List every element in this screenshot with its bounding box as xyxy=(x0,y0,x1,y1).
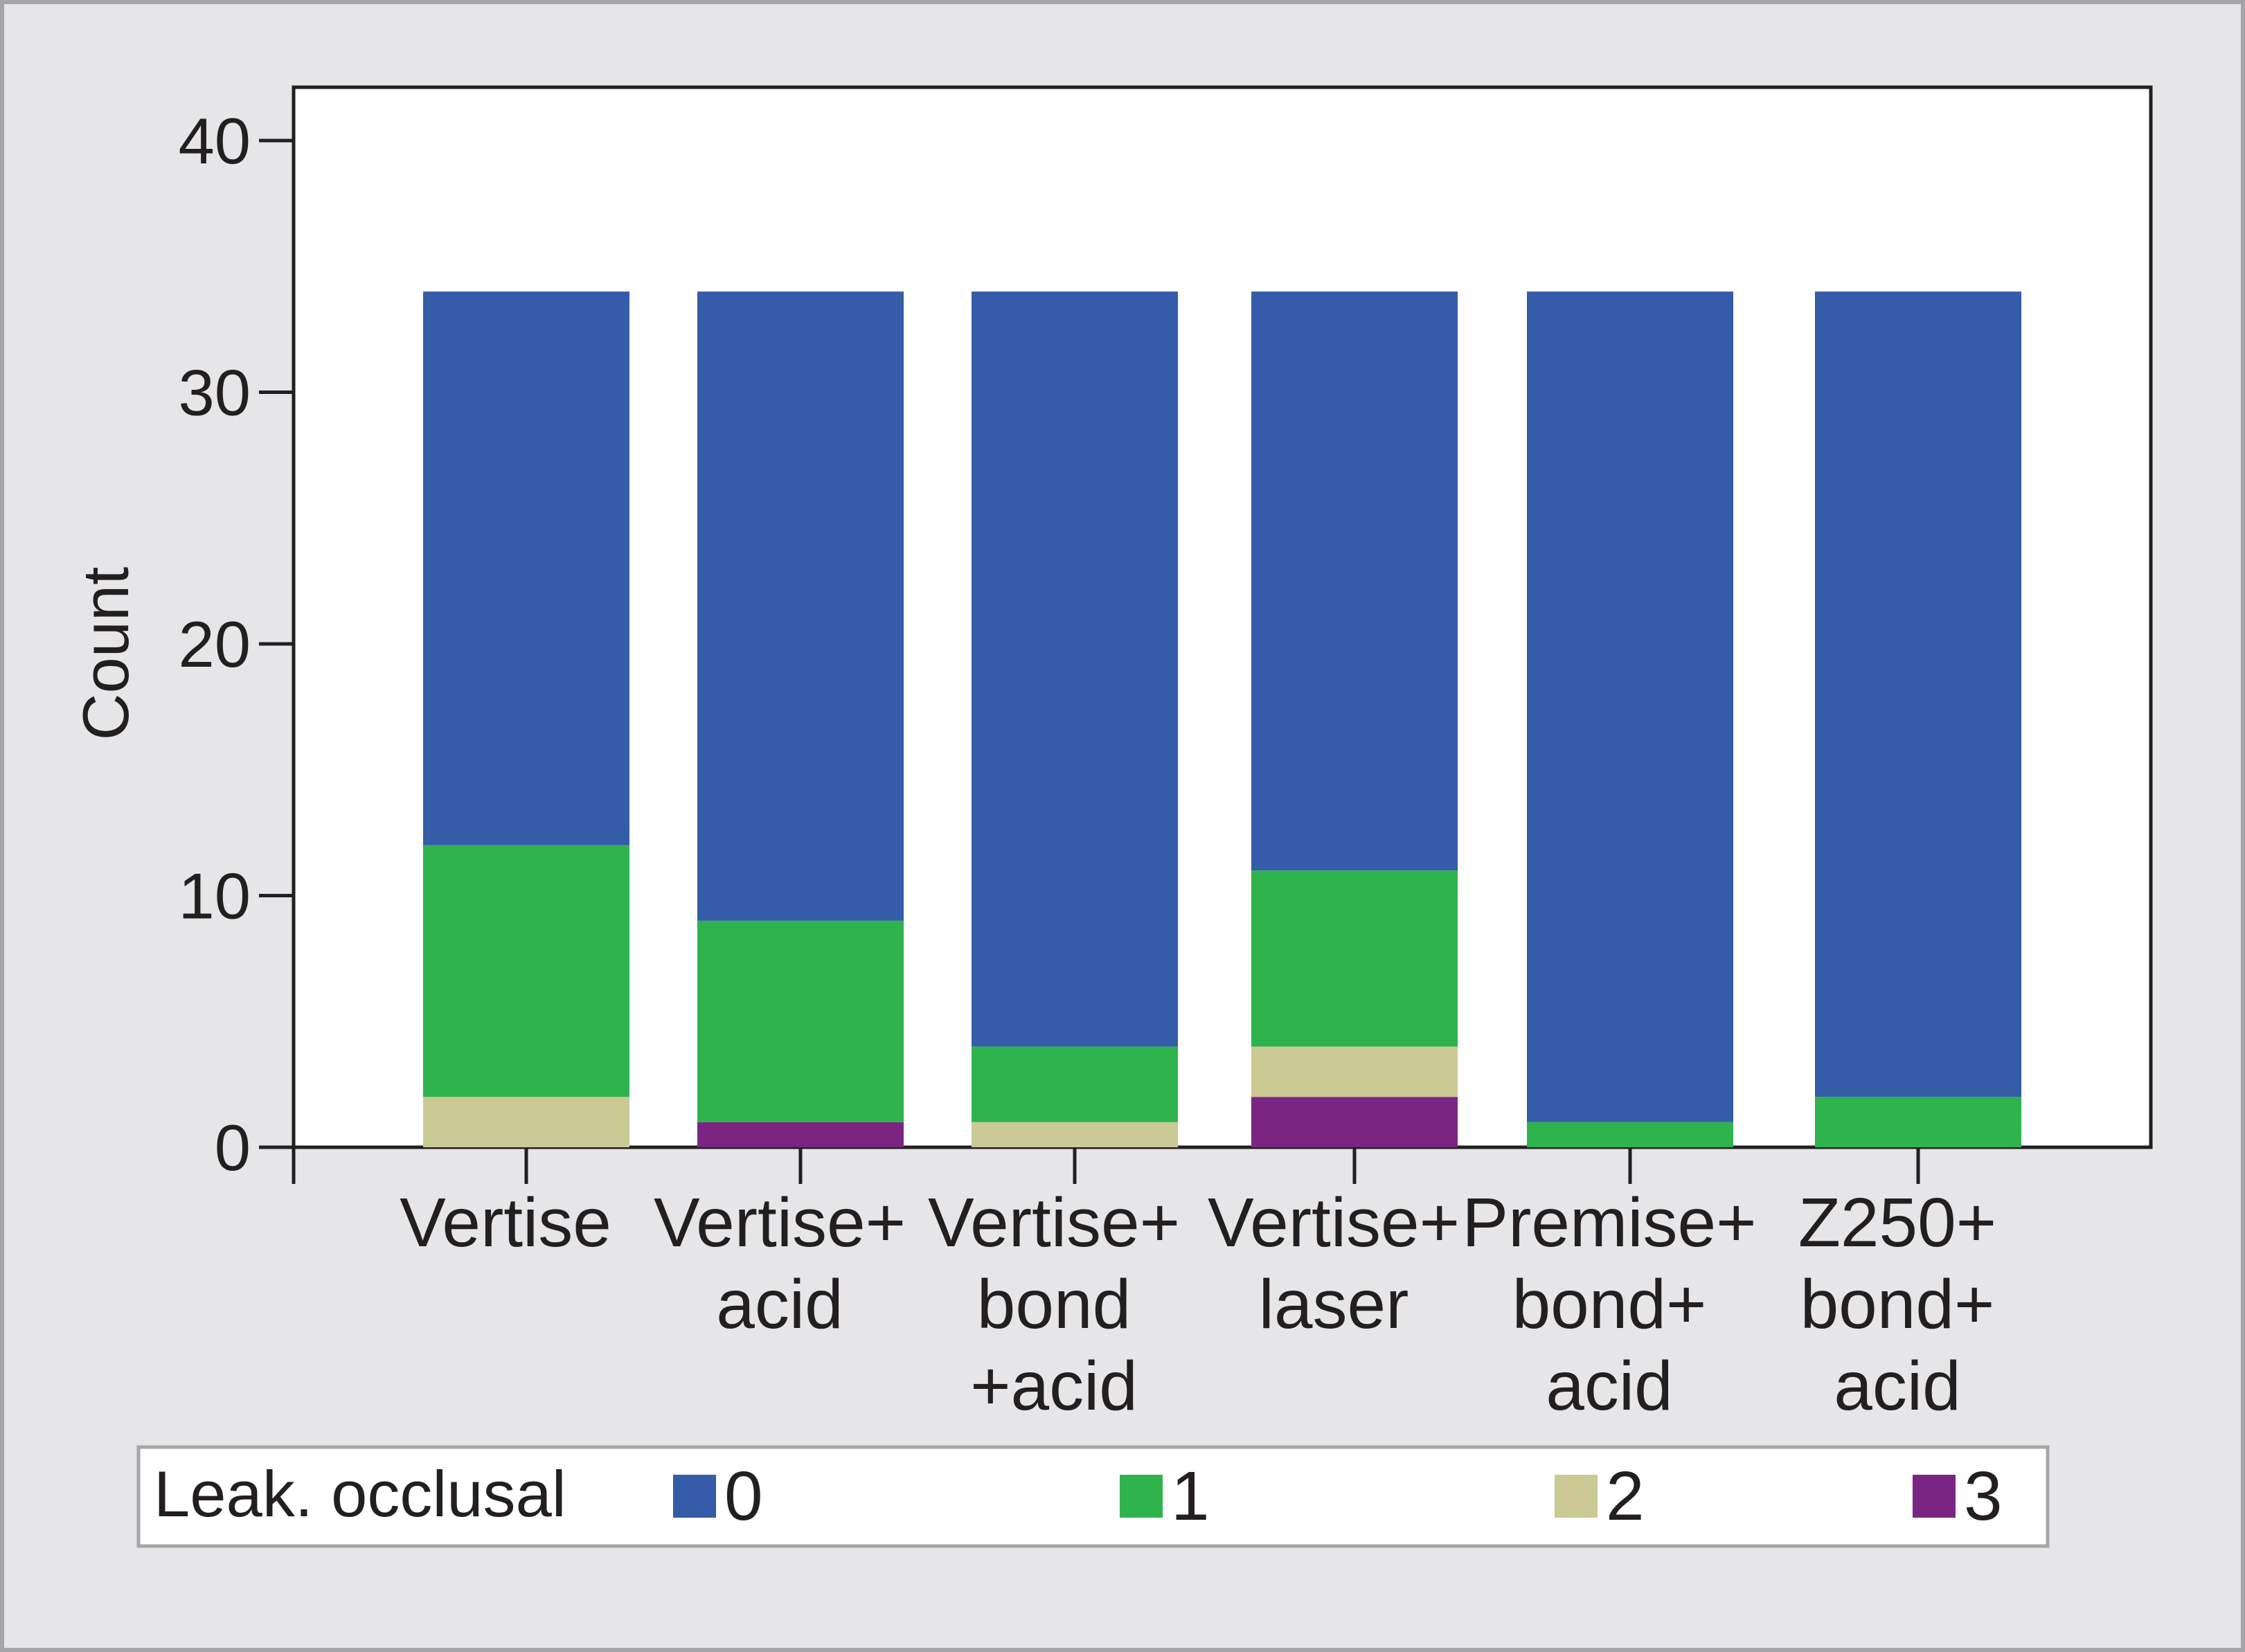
bar-segment-5-level-1 xyxy=(1527,1122,1733,1147)
bar-segment-3-level-1 xyxy=(972,1046,1178,1122)
legend-label-0: 0 xyxy=(724,1457,763,1535)
x-tick-label: Vertise+ laser xyxy=(1208,1184,1460,1343)
x-tick-label-line: Vertise xyxy=(400,1184,611,1262)
x-tick-label-line: bond+ xyxy=(1512,1266,1707,1343)
legend: Leak. occlusal 0 1 2 3 xyxy=(136,1445,2050,1548)
y-tick-label: 40 xyxy=(178,105,251,177)
x-tick-label-line: bond xyxy=(977,1266,1131,1343)
x-tick-label: Premise+ bond+ acid xyxy=(1462,1184,1756,1425)
legend-swatch-2 xyxy=(1555,1475,1598,1518)
y-tick-label: 10 xyxy=(178,860,251,933)
y-axis: 0 10 20 30 40 xyxy=(178,105,294,1184)
x-tick-label-line: Premise+ xyxy=(1462,1184,1756,1262)
y-tick-label: 30 xyxy=(178,357,251,429)
legend-title: Leak. occlusal xyxy=(154,1457,566,1530)
bars-group xyxy=(423,291,2021,1147)
x-tick-label: Vertise+ acid xyxy=(654,1184,906,1343)
bar-segment-3-level-2 xyxy=(972,1122,1178,1147)
bar-segment-4-level-0 xyxy=(1251,291,1458,871)
bar-segment-5-level-0 xyxy=(1527,291,1733,1122)
legend-label-3: 3 xyxy=(1964,1457,2003,1535)
bar-segment-1-level-1 xyxy=(423,845,629,1097)
x-tick-label-line: Vertise+ xyxy=(654,1184,906,1262)
legend-swatch-0 xyxy=(673,1475,716,1518)
y-axis-label: Count xyxy=(69,567,142,741)
x-tick-label-line: bond+ xyxy=(1800,1266,1995,1343)
x-tick-label-line: acid xyxy=(1546,1347,1672,1425)
x-tick-label-line: Vertise+ xyxy=(1208,1184,1460,1262)
bar-segment-6-level-1 xyxy=(1815,1097,2021,1147)
legend-label-2: 2 xyxy=(1606,1457,1645,1535)
bar-segment-2-level-1 xyxy=(697,920,904,1122)
bar-segment-4-level-3 xyxy=(1251,1097,1458,1147)
bar-segment-2-level-0 xyxy=(697,291,904,921)
x-tick-label: Vertise+ bond +acid xyxy=(928,1184,1180,1425)
legend-swatch-3 xyxy=(1913,1475,1956,1518)
bar-segment-2-level-3 xyxy=(697,1122,904,1147)
x-tick-label: Z250+ bond+ acid xyxy=(1798,1184,1996,1425)
y-tick-label: 20 xyxy=(178,608,251,681)
x-tick-label-line: acid xyxy=(1834,1347,1960,1425)
x-tick-label-line: Vertise+ xyxy=(928,1184,1180,1262)
legend-box xyxy=(136,1445,2050,1548)
bar-segment-3-level-0 xyxy=(972,291,1178,1047)
x-tick-label: Vertise xyxy=(400,1184,611,1262)
bar-segment-4-level-1 xyxy=(1251,870,1458,1047)
x-tick-label-line: laser xyxy=(1259,1266,1409,1343)
x-tick-label-line: acid xyxy=(716,1266,843,1343)
x-tick-label-line: Z250+ xyxy=(1798,1184,1996,1262)
x-tick-label-line: +acid xyxy=(970,1347,1138,1425)
legend-swatch-1 xyxy=(1120,1475,1163,1518)
bar-segment-4-level-2 xyxy=(1251,1046,1458,1097)
bar-segment-1-level-2 xyxy=(423,1097,629,1147)
y-tick-label: 0 xyxy=(215,1111,251,1184)
bar-segment-1-level-0 xyxy=(423,291,629,845)
legend-label-1: 1 xyxy=(1171,1457,1210,1535)
bar-segment-6-level-0 xyxy=(1815,291,2021,1097)
